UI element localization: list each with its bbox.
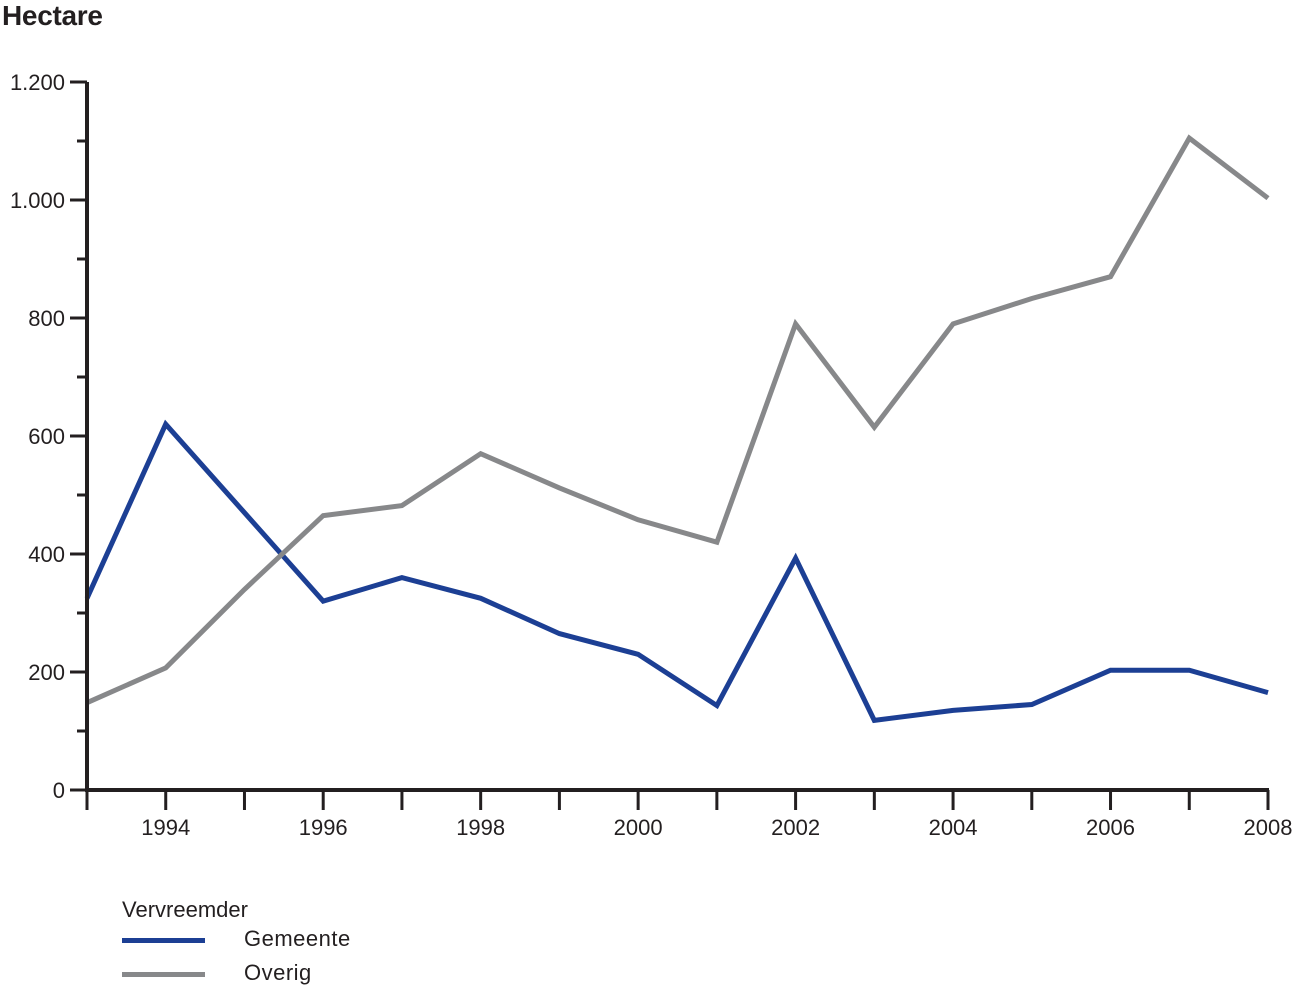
series-lines: [84, 134, 1270, 724]
legend-label-overig: Overig: [244, 960, 312, 985]
chart-title: Hectare: [2, 0, 103, 31]
y-tick-label: 0: [53, 778, 65, 803]
legend-swatch-overig: [122, 972, 205, 977]
x-tick-label: 1994: [141, 815, 190, 840]
y-tick-label: 1.200: [10, 70, 65, 95]
legend-label-gemeente: Gemeente: [244, 926, 351, 951]
series-line-gemeente: [84, 419, 1269, 724]
x-tick-label: 2004: [929, 815, 978, 840]
legend-item-gemeente: Gemeente: [122, 924, 350, 958]
x-tick-label: 1996: [299, 815, 348, 840]
legend: Vervreemder Gemeente Overig: [122, 896, 350, 992]
y-tick-label: 600: [28, 424, 65, 449]
line-chart-plot: 0 200 400 600 800 1.000 1.200 1994 1996 1998 2000 2…: [10, 70, 1293, 840]
y-tick-label: 200: [28, 660, 65, 685]
x-tick-label: 2008: [1244, 815, 1293, 840]
series-line-overig: [85, 134, 1270, 705]
axes: 0 200 400 600 800 1.000 1.200 1994 1996 1998 2000 2…: [10, 70, 1293, 840]
y-tick-label: 1.000: [10, 188, 65, 213]
legend-title: Vervreemder: [122, 897, 248, 922]
x-tick-label: 2002: [771, 815, 820, 840]
legend-item-overig: Overig: [122, 958, 311, 992]
x-tick-label: 2000: [614, 815, 663, 840]
legend-swatch-gemeente: [122, 938, 205, 943]
x-tick-label: 1998: [456, 815, 505, 840]
y-tick-label: 800: [28, 306, 65, 331]
x-tick-label: 2006: [1086, 815, 1135, 840]
y-tick-label: 400: [28, 542, 65, 567]
